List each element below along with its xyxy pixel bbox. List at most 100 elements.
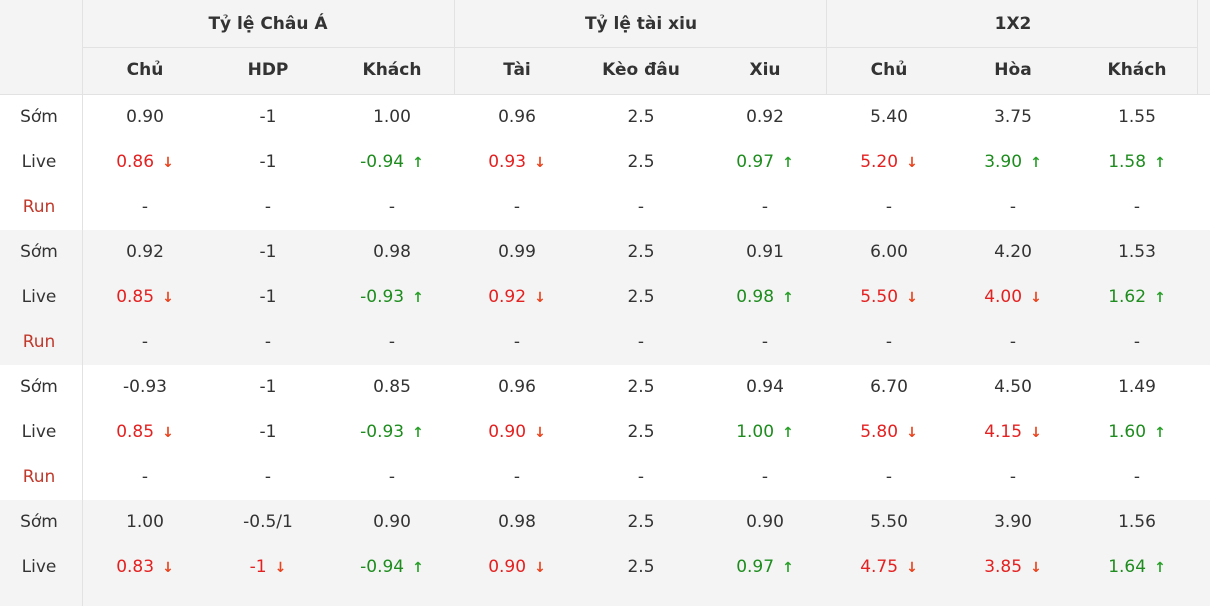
odds-value: -0.93 <box>83 376 207 398</box>
odds-value: - <box>1075 466 1199 488</box>
odds-value: 2.5 <box>579 286 703 308</box>
arrow-up-icon: ↑ <box>412 155 424 171</box>
odds-value: 0.90 <box>330 511 454 533</box>
odds-value-text: 5.20 <box>860 152 899 172</box>
odds-value-text: 1.00 <box>373 107 411 127</box>
odds-value: - <box>455 196 579 218</box>
odds-value-text: - <box>388 332 396 352</box>
odds-value-text: 0.90 <box>488 557 527 577</box>
odds-value-text: 0.90 <box>746 512 784 532</box>
arrow-up-icon: ↑ <box>412 425 424 441</box>
odds-value: -1 <box>206 241 330 263</box>
odds-value: - <box>703 466 827 488</box>
odds-value-text: 4.50 <box>994 377 1032 397</box>
odds-value: - <box>579 331 703 353</box>
odds-value: 0.90 ↓ <box>455 556 579 578</box>
row-label-run: Run <box>22 197 56 217</box>
odds-value-text: 1.49 <box>1118 377 1156 397</box>
odds-value-text: - <box>141 332 149 352</box>
odds-value: 3.75 <box>951 106 1075 128</box>
column-header: HDP <box>247 60 289 80</box>
odds-value: 2.5 <box>579 511 703 533</box>
odds-value: - <box>330 466 454 488</box>
group-title: Tỷ lệ tài xiu <box>584 14 698 34</box>
odds-value-text: 1.60 <box>1108 422 1147 442</box>
odds-value-text: - <box>885 332 893 352</box>
odds-value: -0.93 ↑ <box>330 286 454 308</box>
arrow-up-icon: ↑ <box>412 290 424 306</box>
odds-value-text: - <box>885 197 893 217</box>
odds-value: 1.58 ↑ <box>1075 151 1199 173</box>
odds-value-text: 1.00 <box>126 512 164 532</box>
odds-value-text: 0.86 <box>116 152 155 172</box>
odds-value-text: - <box>264 197 272 217</box>
odds-value-text: -1 <box>259 422 277 442</box>
odds-value-text: - <box>1133 332 1141 352</box>
odds-value: -1 <box>206 421 330 443</box>
odds-value-text: 0.90 <box>373 512 411 532</box>
odds-value-text: 5.40 <box>870 107 908 127</box>
arrow-down-icon: ↓ <box>906 560 918 576</box>
odds-value-text: 0.91 <box>746 242 784 262</box>
odds-value: 1.64 ↑ <box>1075 556 1199 578</box>
block-band <box>0 500 1210 606</box>
odds-value-text: 0.97 <box>736 557 775 577</box>
odds-value-text: 3.85 <box>984 557 1023 577</box>
odds-value-text: 0.92 <box>126 242 164 262</box>
arrow-down-icon: ↓ <box>1030 290 1042 306</box>
odds-value: 5.50 <box>827 511 951 533</box>
odds-value: 0.85 ↓ <box>83 286 207 308</box>
odds-value-text: 5.80 <box>860 422 899 442</box>
odds-value-text: 0.97 <box>736 152 775 172</box>
odds-value-text: -1 <box>259 377 277 397</box>
odds-value-text: 1.64 <box>1108 557 1147 577</box>
odds-value-text: 2.5 <box>627 512 655 532</box>
odds-value-text: - <box>761 332 769 352</box>
odds-value: 0.96 <box>455 376 579 398</box>
row-label-early: Sớm <box>20 512 58 532</box>
odds-value-text: - <box>264 332 272 352</box>
odds-value: 6.70 <box>827 376 951 398</box>
odds-value: 1.55 <box>1075 106 1199 128</box>
row-label-run: Run <box>22 467 56 487</box>
odds-value: 0.91 <box>703 241 827 263</box>
odds-value-text: - <box>1009 467 1017 487</box>
column-header: Xiu <box>749 60 781 80</box>
arrow-down-icon: ↓ <box>906 425 918 441</box>
column-divider <box>1197 0 1198 95</box>
odds-value: 0.97 ↑ <box>703 556 827 578</box>
group-title: Tỷ lệ Châu Á <box>208 14 328 34</box>
odds-value-text: 2.5 <box>627 107 655 127</box>
odds-value-text: 0.85 <box>373 377 411 397</box>
odds-value-text: 0.93 <box>488 152 527 172</box>
odds-value: 0.97 ↑ <box>703 151 827 173</box>
odds-value: 4.75 ↓ <box>827 556 951 578</box>
odds-value: - <box>455 466 579 488</box>
odds-value: - <box>455 331 579 353</box>
odds-value: 0.83 ↓ <box>83 556 207 578</box>
odds-value: - <box>827 196 951 218</box>
odds-value: -1 ↓ <box>206 556 330 578</box>
odds-value: - <box>703 196 827 218</box>
row-label-live: Live <box>21 557 57 577</box>
arrow-down-icon: ↓ <box>534 425 546 441</box>
column-header: Chủ <box>126 60 164 80</box>
odds-value: - <box>83 466 207 488</box>
odds-value-text: 3.90 <box>984 152 1023 172</box>
odds-value: 5.50 ↓ <box>827 286 951 308</box>
odds-value: - <box>83 331 207 353</box>
odds-value-text: 0.99 <box>498 242 536 262</box>
odds-value-text: -1 <box>259 287 277 307</box>
odds-value: -1 <box>206 376 330 398</box>
odds-value: 4.50 <box>951 376 1075 398</box>
header-bottom-line <box>0 94 1210 95</box>
arrow-up-icon: ↑ <box>782 155 794 171</box>
arrow-down-icon: ↓ <box>162 290 174 306</box>
odds-value: 0.98 ↑ <box>703 286 827 308</box>
odds-value-text: - <box>141 467 149 487</box>
odds-value-text: -1 <box>259 107 277 127</box>
odds-value: 1.00 ↑ <box>703 421 827 443</box>
column-header: Khách <box>1107 60 1167 80</box>
odds-value-text: - <box>637 197 645 217</box>
